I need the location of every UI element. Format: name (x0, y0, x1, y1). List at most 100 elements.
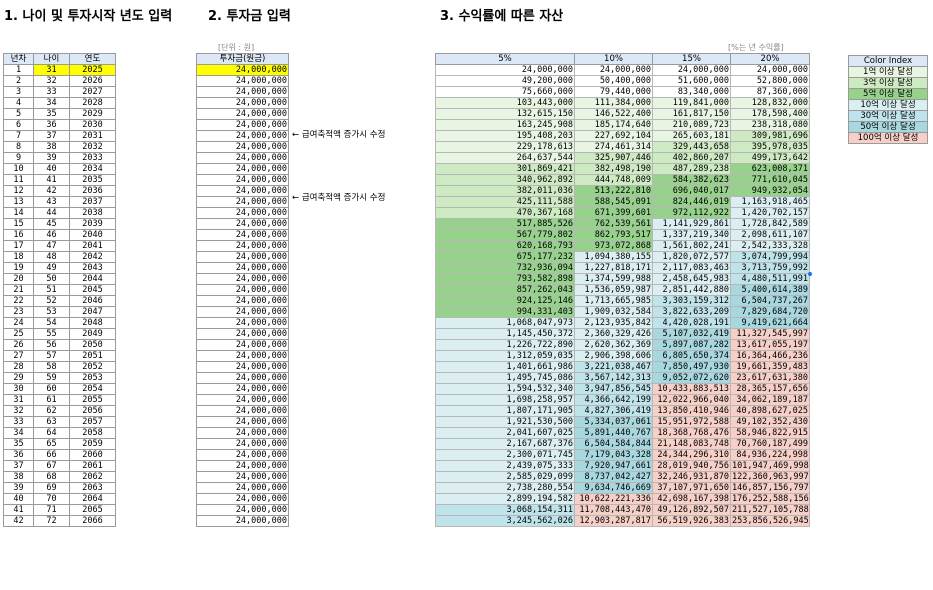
year-no-cell[interactable]: 1 (3, 64, 34, 76)
age-cell[interactable]: 46 (33, 229, 70, 241)
year-no-cell[interactable]: 19 (3, 262, 34, 274)
asset-cell-10[interactable]: 2,906,398,606 (574, 350, 653, 362)
asset-cell-20[interactable]: 49,102,352,430 (730, 416, 810, 428)
asset-cell-10[interactable]: 1,713,665,985 (574, 295, 653, 307)
asset-cell-10[interactable]: 274,461,314 (574, 141, 653, 153)
asset-cell-15[interactable]: 37,107,971,650 (652, 482, 731, 494)
asset-cell-20[interactable]: 2,098,611,107 (730, 229, 810, 241)
age-cell[interactable]: 42 (33, 185, 70, 197)
asset-cell-10[interactable]: 444,748,009 (574, 174, 653, 186)
invest-cell[interactable]: 24,000,000 (196, 185, 289, 197)
asset-cell-15[interactable]: 42,698,167,398 (652, 493, 731, 505)
asset-cell-5[interactable]: 2,585,029,099 (435, 471, 575, 483)
year-no-cell[interactable]: 37 (3, 460, 34, 472)
asset-cell-15[interactable]: 265,603,181 (652, 130, 731, 142)
asset-cell-20[interactable]: 70,760,187,499 (730, 438, 810, 450)
year-no-cell[interactable]: 39 (3, 482, 34, 494)
year-no-cell[interactable]: 25 (3, 328, 34, 340)
year-cell[interactable]: 2025 (69, 64, 116, 76)
asset-cell-15[interactable]: 83,340,000 (652, 86, 731, 98)
invest-cell[interactable]: 24,000,000 (196, 207, 289, 219)
asset-cell-10[interactable]: 3,947,856,545 (574, 383, 653, 395)
asset-cell-20[interactable]: 101,947,469,998 (730, 460, 810, 472)
age-cell[interactable]: 68 (33, 471, 70, 483)
age-cell[interactable]: 38 (33, 141, 70, 153)
year-cell[interactable]: 2048 (69, 317, 116, 329)
year-no-cell[interactable]: 6 (3, 119, 34, 131)
year-cell[interactable]: 2036 (69, 185, 116, 197)
asset-cell-15[interactable]: 10,433,883,513 (652, 383, 731, 395)
age-cell[interactable]: 72 (33, 515, 70, 527)
asset-cell-5[interactable]: 2,439,075,333 (435, 460, 575, 472)
year-cell[interactable]: 2041 (69, 240, 116, 252)
asset-cell-20[interactable]: 13,617,055,197 (730, 339, 810, 351)
year-cell[interactable]: 2044 (69, 273, 116, 285)
asset-cell-10[interactable]: 146,522,400 (574, 108, 653, 120)
asset-cell-5[interactable]: 24,000,000 (435, 64, 575, 76)
asset-cell-10[interactable]: 973,072,868 (574, 240, 653, 252)
asset-cell-15[interactable]: 402,860,207 (652, 152, 731, 164)
asset-cell-5[interactable]: 620,168,793 (435, 240, 575, 252)
year-no-cell[interactable]: 10 (3, 163, 34, 175)
asset-cell-5[interactable]: 732,936,094 (435, 262, 575, 274)
year-cell[interactable]: 2051 (69, 350, 116, 362)
asset-cell-10[interactable]: 4,827,306,419 (574, 405, 653, 417)
year-cell[interactable]: 2028 (69, 97, 116, 109)
invest-cell[interactable]: 24,000,000 (196, 108, 289, 120)
asset-cell-10[interactable]: 6,504,584,844 (574, 438, 653, 450)
asset-cell-15[interactable]: 51,600,000 (652, 75, 731, 87)
asset-cell-10[interactable]: 5,891,440,767 (574, 427, 653, 439)
year-cell[interactable]: 2057 (69, 416, 116, 428)
asset-cell-15[interactable]: 972,112,922 (652, 207, 731, 219)
age-cell[interactable]: 35 (33, 108, 70, 120)
year-cell[interactable]: 2034 (69, 163, 116, 175)
asset-cell-10[interactable]: 79,440,000 (574, 86, 653, 98)
age-cell[interactable]: 56 (33, 339, 70, 351)
age-cell[interactable]: 47 (33, 240, 70, 252)
invest-cell[interactable]: 24,000,000 (196, 273, 289, 285)
year-cell[interactable]: 2039 (69, 218, 116, 230)
year-no-cell[interactable]: 31 (3, 394, 34, 406)
year-cell[interactable]: 2049 (69, 328, 116, 340)
year-cell[interactable]: 2035 (69, 174, 116, 186)
asset-cell-20[interactable]: 87,360,000 (730, 86, 810, 98)
age-cell[interactable]: 31 (33, 64, 70, 76)
year-cell[interactable]: 2054 (69, 383, 116, 395)
year-no-cell[interactable]: 35 (3, 438, 34, 450)
asset-cell-10[interactable]: 3,567,142,313 (574, 372, 653, 384)
asset-cell-20[interactable]: 7,829,684,720 (730, 306, 810, 318)
age-cell[interactable]: 58 (33, 361, 70, 373)
asset-cell-10[interactable]: 513,222,810 (574, 185, 653, 197)
asset-cell-5[interactable]: 470,367,168 (435, 207, 575, 219)
asset-cell-10[interactable]: 11,708,443,470 (574, 504, 653, 516)
invest-cell[interactable]: 24,000,000 (196, 75, 289, 87)
asset-cell-10[interactable]: 7,179,043,328 (574, 449, 653, 461)
asset-cell-20[interactable]: 4,480,511,991 (730, 273, 810, 285)
invest-cell[interactable]: 24,000,000 (196, 449, 289, 461)
asset-cell-20[interactable]: 84,936,224,998 (730, 449, 810, 461)
asset-cell-20[interactable]: 5,400,614,389 (730, 284, 810, 296)
year-no-cell[interactable]: 27 (3, 350, 34, 362)
year-cell[interactable]: 2064 (69, 493, 116, 505)
asset-cell-15[interactable]: 696,040,017 (652, 185, 731, 197)
age-cell[interactable]: 53 (33, 306, 70, 318)
invest-cell[interactable]: 24,000,000 (196, 405, 289, 417)
year-no-cell[interactable]: 17 (3, 240, 34, 252)
year-cell[interactable]: 2026 (69, 75, 116, 87)
asset-cell-10[interactable]: 2,620,362,369 (574, 339, 653, 351)
age-cell[interactable]: 48 (33, 251, 70, 263)
invest-cell[interactable]: 24,000,000 (196, 339, 289, 351)
asset-cell-15[interactable]: 1,561,802,241 (652, 240, 731, 252)
asset-cell-5[interactable]: 1,068,047,973 (435, 317, 575, 329)
invest-cell[interactable]: 24,000,000 (196, 97, 289, 109)
asset-cell-20[interactable]: 40,898,627,025 (730, 405, 810, 417)
asset-cell-5[interactable]: 132,615,150 (435, 108, 575, 120)
asset-cell-20[interactable]: 309,981,696 (730, 130, 810, 142)
year-no-cell[interactable]: 12 (3, 185, 34, 197)
year-no-cell[interactable]: 13 (3, 196, 34, 208)
invest-cell[interactable]: 24,000,000 (196, 482, 289, 494)
year-cell[interactable]: 2063 (69, 482, 116, 494)
asset-cell-20[interactable]: 1,728,842,589 (730, 218, 810, 230)
year-no-cell[interactable]: 40 (3, 493, 34, 505)
asset-cell-15[interactable]: 1,337,219,340 (652, 229, 731, 241)
